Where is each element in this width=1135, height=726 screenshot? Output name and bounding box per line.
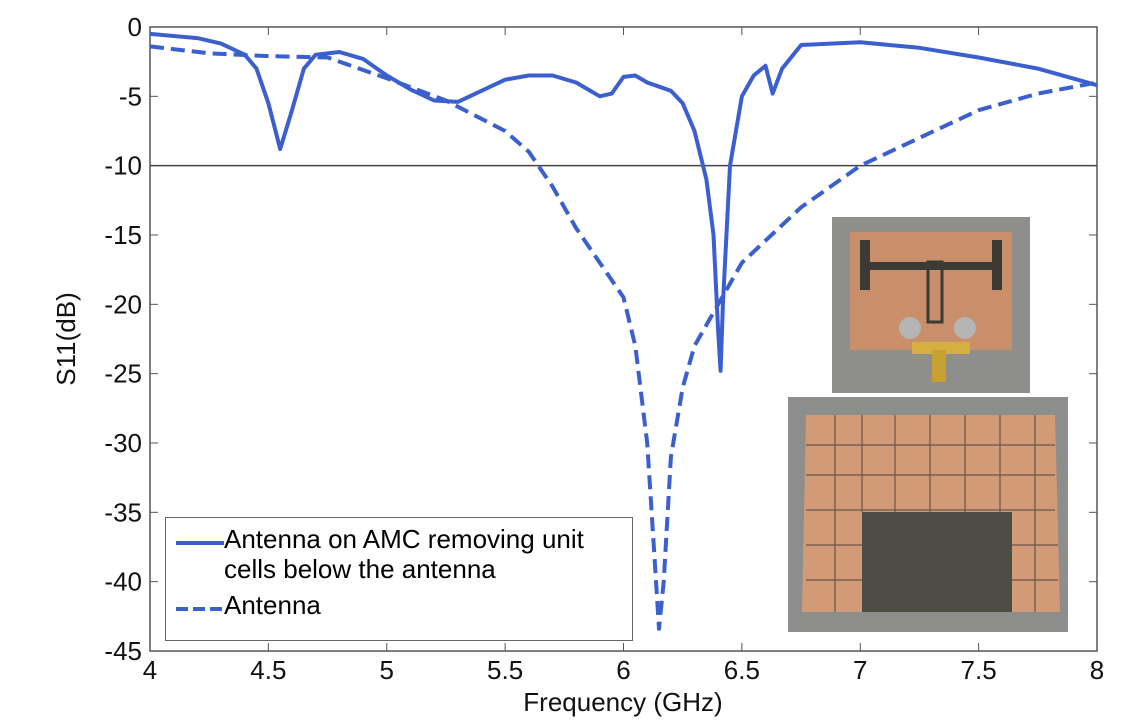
inset-photo-antenna	[832, 217, 1030, 393]
y-tick-label: 0	[128, 12, 142, 42]
legend-entry: Antenna on AMC removing unit cells below…	[172, 524, 632, 584]
inset-photo-amc	[788, 397, 1068, 632]
y-tick-label: -40	[104, 567, 142, 597]
legend-label: Antenna	[224, 590, 321, 620]
x-tick-label: 4.5	[250, 655, 286, 685]
legend-entry: Antenna	[172, 590, 632, 620]
x-axis-label: Frequency (GHz)	[523, 687, 722, 717]
y-tick-label: -15	[104, 220, 142, 250]
x-tick-label: 8	[1090, 655, 1104, 685]
y-tick-label: -20	[104, 289, 142, 319]
legend: Antenna on AMC removing unit cells below…	[165, 517, 633, 641]
x-tick-label: 7	[853, 655, 867, 685]
x-tick-label: 5	[380, 655, 394, 685]
y-tick-label: -45	[104, 636, 142, 666]
series-line	[149, 31, 1098, 373]
series-line	[149, 44, 1098, 631]
legend-label: Antenna on AMC removing unit cells below…	[224, 524, 584, 584]
y-tick-label: -5	[119, 81, 142, 111]
y-tick-label: -35	[104, 497, 142, 527]
y-tick-label: -10	[104, 151, 142, 181]
y-tick-label: -30	[104, 428, 142, 458]
legend-swatch	[176, 607, 224, 611]
y-tick-label: -25	[104, 359, 142, 389]
x-tick-label: 7.5	[961, 655, 997, 685]
y-axis-label: S11(dB)	[51, 292, 81, 385]
x-tick-label: 6	[616, 655, 630, 685]
legend-swatch	[176, 541, 224, 545]
x-tick-label: 4	[143, 655, 157, 685]
x-tick-label: 5.5	[487, 655, 523, 685]
x-tick-label: 6.5	[724, 655, 760, 685]
